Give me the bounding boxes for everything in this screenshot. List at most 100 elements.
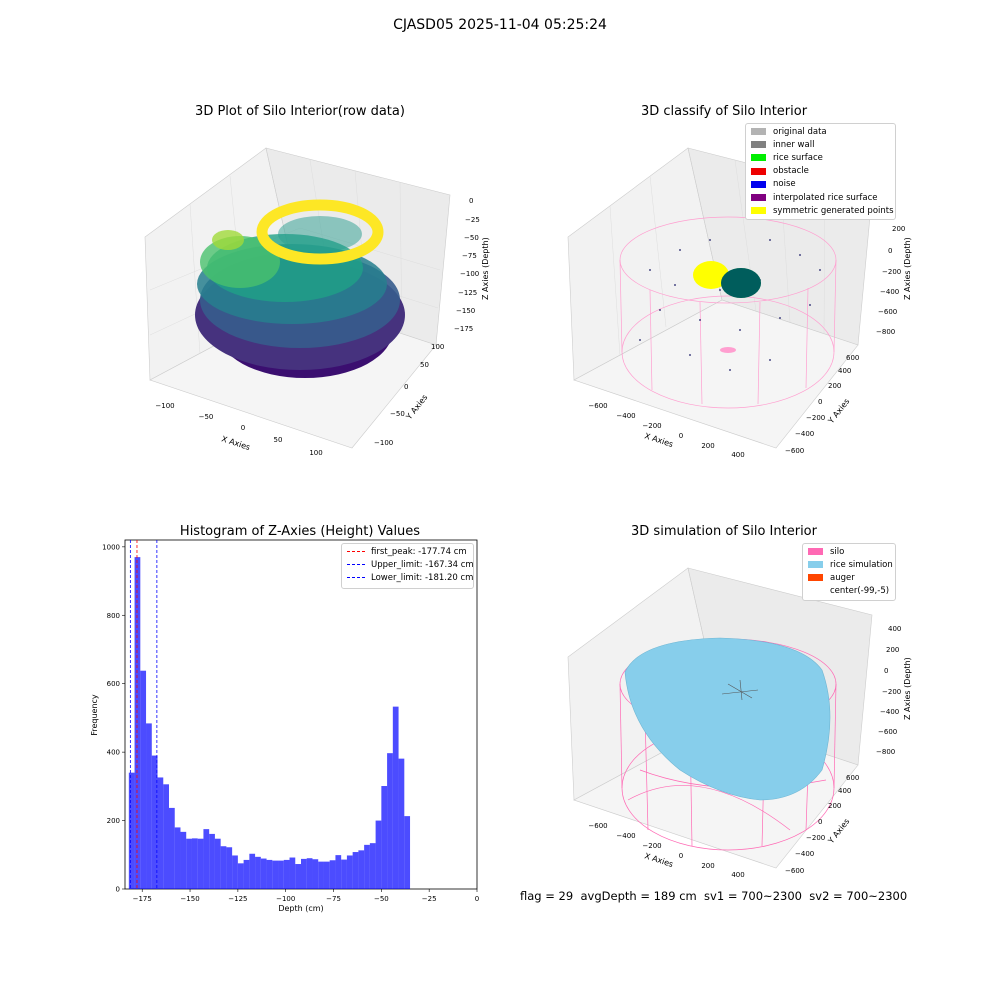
histogram-reference-lines <box>129 540 158 889</box>
svg-text:−600: −600 <box>588 822 607 830</box>
histogram-legend: first_peak: -177.74 cm Upper_limit: -167… <box>341 543 474 589</box>
histogram-title: Histogram of Z-Axies (Height) Values <box>179 524 421 539</box>
histogram-bar <box>289 857 296 889</box>
svg-text:−175: −175 <box>454 325 473 333</box>
legend-item-interpolated-rice-surface: interpolated rice surface <box>746 191 895 204</box>
swatch-symmetric <box>751 207 766 215</box>
legend-item-rice-simulation: rice simulation <box>803 558 895 571</box>
histogram-bar <box>191 838 198 889</box>
svg-text:200: 200 <box>886 646 899 654</box>
legend-item-noise: noise <box>746 178 895 191</box>
swatch-inner-wall <box>751 141 766 149</box>
x-tick-label: −150 <box>180 895 199 903</box>
svg-text:−600: −600 <box>878 728 897 736</box>
legend-line-upper-limit <box>347 564 365 566</box>
histogram-bar <box>392 706 399 889</box>
histogram-bar <box>249 853 256 889</box>
swatch-obstacle <box>751 167 766 175</box>
svg-text:200: 200 <box>701 862 714 870</box>
svg-text:−100: −100 <box>374 439 393 447</box>
svg-text:200: 200 <box>892 225 905 233</box>
classify-bottom-mark <box>720 347 736 353</box>
svg-text:0: 0 <box>679 852 683 860</box>
histogram-bar <box>387 753 393 889</box>
legend-item-rice-surface: rice surface <box>746 151 895 164</box>
classify-tick-labels: −600 −400 −200 0 200 400 −600 −400 −200 … <box>588 225 905 459</box>
histogram-bar <box>255 856 261 889</box>
svg-text:−50: −50 <box>390 410 405 418</box>
histogram-bar <box>186 838 192 889</box>
svg-text:−100: −100 <box>155 402 174 410</box>
svg-text:−400: −400 <box>616 412 635 420</box>
classify-zlabel: Z Axies (Depth) <box>903 237 912 300</box>
svg-text:600: 600 <box>846 774 859 782</box>
legend-item-silo: silo <box>803 545 895 558</box>
svg-text:−150: −150 <box>456 307 475 315</box>
svg-text:−600: −600 <box>588 402 607 410</box>
histogram-bar <box>174 827 181 889</box>
svg-text:−75: −75 <box>462 252 477 260</box>
svg-text:600: 600 <box>846 354 859 362</box>
histogram-bar <box>169 807 175 889</box>
histogram-bar <box>220 846 227 889</box>
legend-item-upper-limit: Upper_limit: -167.34 cm <box>342 558 474 571</box>
svg-text:−600: −600 <box>785 447 804 455</box>
legend-item-symmetric-points: symmetric generated points <box>746 204 895 217</box>
x-tick-label: −175 <box>133 895 152 903</box>
x-tick-label: −100 <box>276 895 295 903</box>
svg-text:−400: −400 <box>795 430 814 438</box>
histogram-bar <box>232 855 238 889</box>
classify-symmetric-points <box>693 261 729 289</box>
histogram-xlabel: Depth (cm) <box>278 904 323 913</box>
figure-suptitle: CJASD05 2025-11-04 05:25:24 <box>393 17 607 33</box>
swatch-noise <box>751 180 766 188</box>
swatch-auger <box>808 574 823 582</box>
y-tick-label: 400 <box>107 749 120 757</box>
histogram-yticks: 0 200 400 600 800 1000 <box>102 543 125 894</box>
svg-text:400: 400 <box>731 871 744 879</box>
histogram-bar <box>278 860 284 889</box>
histogram-bar <box>301 858 307 889</box>
histogram-bar <box>151 755 158 889</box>
raw-plot-title: 3D Plot of Silo Interior(row data) <box>195 104 405 119</box>
svg-text:−600: −600 <box>785 867 804 875</box>
histogram-bar <box>312 859 319 889</box>
histogram-bar <box>398 758 405 889</box>
svg-text:200: 200 <box>828 802 841 810</box>
swatch-interpolated <box>751 194 766 202</box>
legend-line-first-peak <box>347 551 365 553</box>
svg-text:400: 400 <box>731 451 744 459</box>
histogram-bar <box>295 864 301 889</box>
histogram-bar <box>318 861 324 889</box>
svg-text:0: 0 <box>818 398 822 406</box>
histogram-bar <box>260 858 267 889</box>
histogram-bar <box>404 816 411 889</box>
raw-point-cloud <box>195 199 405 378</box>
y-tick-label: 1000 <box>102 543 120 551</box>
svg-text:−200: −200 <box>806 834 825 842</box>
status-footer: flag = 29 avgDepth = 189 cm sv1 = 700~23… <box>520 889 908 903</box>
histogram-bar <box>341 859 347 889</box>
simulation-auger <box>721 679 759 701</box>
histogram-bar <box>272 860 279 889</box>
svg-text:0: 0 <box>888 247 892 255</box>
swatch-rice-surface <box>751 154 766 162</box>
svg-text:−200: −200 <box>642 842 661 850</box>
histogram-plot-area <box>124 539 478 890</box>
svg-text:−25: −25 <box>465 216 480 224</box>
histogram-ylabel: Frequency <box>90 694 99 736</box>
histogram-bar <box>237 863 244 889</box>
x-tick-label: 0 <box>475 895 479 903</box>
svg-text:200: 200 <box>828 382 841 390</box>
histogram-bar <box>335 855 342 889</box>
svg-text:−50: −50 <box>464 234 479 242</box>
raw-zlabel: Z Axies (Depth) <box>481 237 490 300</box>
histogram-bar <box>329 860 336 889</box>
svg-text:100: 100 <box>431 343 444 351</box>
svg-text:−800: −800 <box>876 748 895 756</box>
histogram-bar <box>146 723 152 889</box>
svg-text:−600: −600 <box>878 308 897 316</box>
x-tick-label: −75 <box>326 895 341 903</box>
